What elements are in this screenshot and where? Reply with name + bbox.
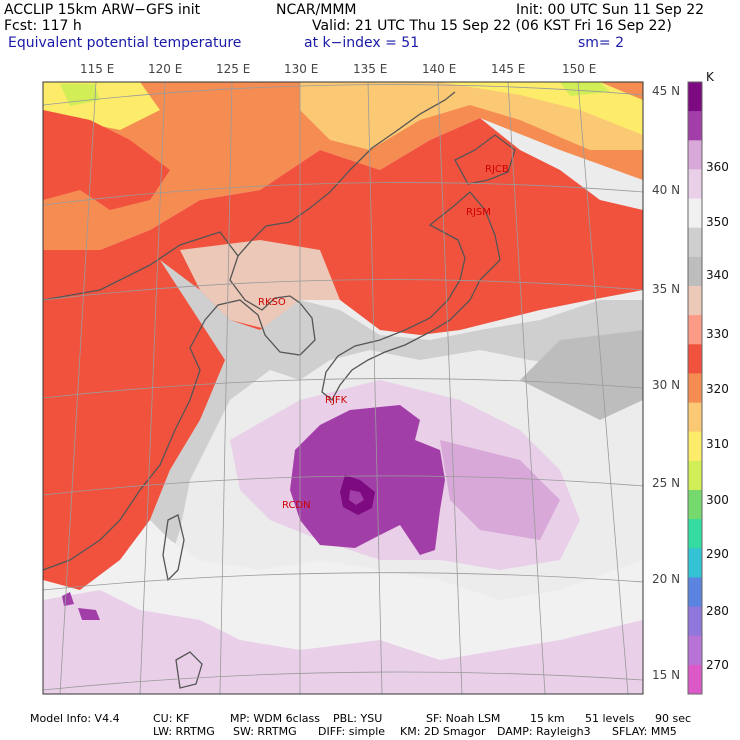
colorbar-label: 280 [706,604,729,618]
colorbar-swatch [688,169,702,199]
lat-label: 40 N [652,183,681,197]
station-label: RCDN [282,500,311,511]
lat-label: 25 N [652,476,681,490]
lat-label: 20 N [652,572,681,586]
colorbar-swatch [688,490,702,520]
colorbar-label: 360 [706,160,729,174]
init-time: Init: 00 UTC Sun 11 Sep 22 [516,2,705,18]
colorbar-swatch [688,315,702,345]
colorbar-label: 350 [706,215,729,229]
colorbar-swatch [688,344,702,374]
colorbar-swatch [688,198,702,229]
footer-item: SFLAY: MM5 [612,725,677,738]
typhoon-outer [290,405,445,555]
lon-label: 150 E [562,62,597,76]
lat-label: 45 N [652,84,681,98]
footer-item: 15 km [530,712,565,725]
colorbar-label: 290 [706,547,729,561]
colorbar-frame [687,81,703,695]
lon-label: 130 E [284,62,319,76]
colorbar-label: 270 [706,658,729,672]
map-field [43,82,643,694]
colorbar-label: 330 [706,327,729,341]
lon-label: 145 E [491,62,526,76]
footer-item: CU: KF [153,712,190,725]
colorbar-label: 300 [706,493,729,507]
lon-label: 135 E [353,62,388,76]
colorbar-swatch [688,664,702,695]
center-name: NCAR/MMM [276,2,357,18]
colorbar-swatch [688,519,702,549]
colorbar [687,81,703,695]
lon-label: 140 E [422,62,457,76]
footer-item: SF: Noah LSM [426,712,501,725]
graticule [43,82,643,694]
footer-item: PBL: YSU [333,712,383,725]
smoothing: sm= 2 [578,35,625,51]
colorbar-label: 320 [706,382,729,396]
colorbar-unit: K [706,70,714,84]
lon-label: 125 E [216,62,251,76]
valid-time: Valid: 21 UTC Thu 15 Sep 22 (06 KST Fri … [312,18,672,34]
station-label: RKSO [258,297,286,308]
colorbar-swatch [688,548,702,578]
colorbar-swatch [688,82,702,112]
footer-item: DIFF: simple [318,725,386,738]
colorbar-swatch [688,606,702,637]
station-layer: RJCB RJSM RKSO RJFK RCDN [258,164,509,511]
lat-label: 35 N [652,282,681,296]
lat-label: 30 N [652,378,681,392]
footer-item: MP: WDM 6class [230,712,320,725]
field-name: Equivalent potential temperature [8,35,242,51]
footer-item: Model Info: V4.4 [30,712,120,725]
colorbar-swatch [688,431,702,462]
station-label: RJSM [466,207,491,218]
colorbar-swatch [688,402,702,433]
footer-item: KM: 2D Smagor [400,725,486,738]
colorbar-swatch [688,460,702,491]
footer-item: LW: RRTMG [153,725,215,738]
colorbar-swatch [688,111,702,141]
footer-item: DAMP: Rayleigh3 [497,725,591,738]
colorbar-swatch [688,286,702,316]
lon-label: 115 E [80,62,115,76]
colorbar-swatch [688,140,702,170]
colorbar-swatch [688,256,702,287]
lon-label: 120 E [148,62,183,76]
lat-label: 15 N [652,668,681,682]
station-label: RJCB [485,164,509,175]
colorbar-label: 340 [706,268,729,282]
colorbar-swatch [688,373,702,403]
model-title: ACCLIP 15km ARW−GFS init [4,2,201,18]
colorbar-swatch [688,635,702,666]
footer-item: 51 levels [585,712,635,725]
k-index: at k−index = 51 [304,35,420,51]
theta-e-map: RJCB RJSM RKSO RJFK RCDN [42,81,703,695]
footer-item: 90 sec [655,712,692,725]
footer-item: SW: RRTMG [233,725,297,738]
colorbar-swatch [688,577,702,607]
forecast-hour: Fcst: 117 h [4,18,82,34]
colorbar-swatch [688,227,702,258]
coastlines [43,91,516,689]
map-frame [42,81,644,695]
colorbar-label: 310 [706,437,729,451]
station-label: RJFK [325,395,348,406]
